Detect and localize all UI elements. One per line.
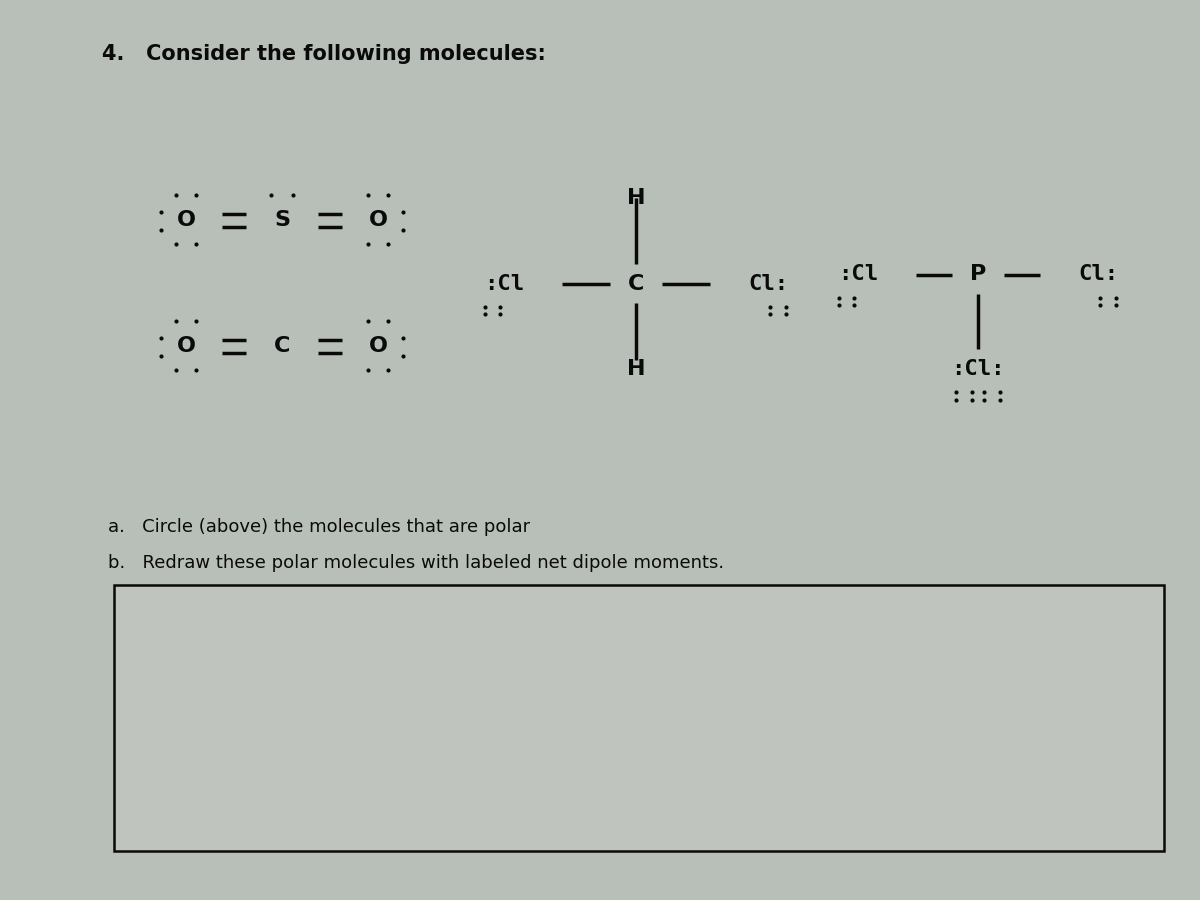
Text: Cl:: Cl: [1078, 265, 1118, 284]
Text: :Cl: :Cl [484, 274, 524, 293]
Text: H: H [626, 188, 646, 208]
Text: O: O [176, 337, 196, 356]
Text: C: C [274, 337, 290, 356]
Text: O: O [176, 211, 196, 230]
Text: 4.   Consider the following molecules:: 4. Consider the following molecules: [102, 44, 546, 64]
Text: H: H [626, 359, 646, 379]
Text: :Cl:: :Cl: [952, 359, 1004, 379]
Text: b.   Redraw these polar molecules with labeled net dipole moments.: b. Redraw these polar molecules with lab… [108, 554, 724, 572]
Text: :Cl: :Cl [838, 265, 878, 284]
Text: O: O [368, 337, 388, 356]
Text: Cl:: Cl: [748, 274, 788, 293]
FancyBboxPatch shape [114, 585, 1164, 850]
Text: S: S [274, 211, 290, 230]
Text: C: C [628, 274, 644, 293]
Text: a.   Circle (above) the molecules that are polar: a. Circle (above) the molecules that are… [108, 518, 530, 536]
Text: P: P [970, 265, 986, 284]
Text: O: O [368, 211, 388, 230]
